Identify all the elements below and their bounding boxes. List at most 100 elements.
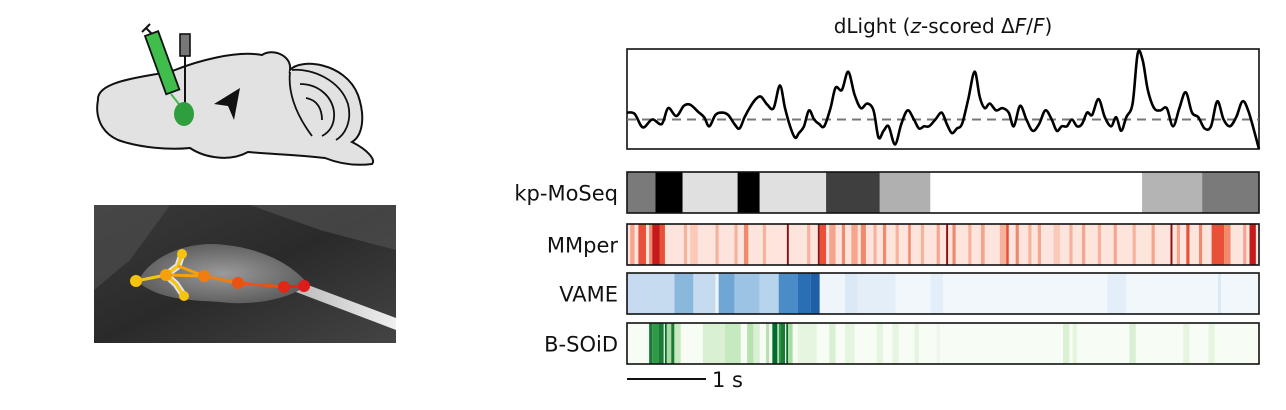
track-segment: [724, 323, 741, 364]
track-segment: [1082, 224, 1086, 265]
keypoint: [179, 291, 189, 301]
track-segment: [1015, 224, 1019, 265]
track-segment: [1113, 224, 1117, 265]
track-label: MMper: [547, 234, 618, 258]
track-segment: [693, 273, 716, 314]
track-segment: [1186, 224, 1190, 265]
track-segment: [630, 224, 635, 265]
dlight-panel: dLight (z-scored ΔF/F): [626, 14, 1261, 150]
track-segment: [674, 273, 694, 314]
track-segment: [807, 224, 811, 265]
track-segment: [759, 172, 827, 213]
track-segment: [715, 224, 719, 265]
track-frame: [626, 223, 1260, 266]
keypoint: [298, 280, 310, 292]
track-b-soid: B-SOiD: [544, 322, 1260, 365]
optic-fiber: [179, 33, 191, 106]
track-segment: [1224, 224, 1231, 265]
track-segment: [829, 224, 836, 265]
track-segment: [1202, 172, 1259, 213]
title-z: z: [909, 14, 921, 38]
keypoint: [177, 249, 187, 259]
cerebellum-folia: [288, 68, 351, 141]
track-segment: [876, 323, 883, 364]
track-segment: [817, 224, 820, 265]
ventricle-shape: [214, 88, 240, 120]
track-label: VAME: [559, 283, 618, 307]
track-segment: [772, 323, 778, 364]
track-segment: [671, 323, 675, 364]
keypoint: [130, 275, 142, 287]
track-segment: [638, 224, 646, 265]
track-background: [627, 224, 1259, 265]
track-segment: [778, 273, 798, 314]
track-segment: [797, 273, 811, 314]
track-segment: [1132, 224, 1136, 265]
track-segment: [829, 323, 836, 364]
track-segment: [702, 323, 725, 364]
track-segment: [747, 323, 754, 364]
time-scale-bar: 1 s: [627, 368, 743, 392]
track-segment: [1028, 224, 1032, 265]
track-segment: [1053, 224, 1060, 265]
track-segment: [851, 224, 858, 265]
track-segment: [1072, 323, 1077, 364]
track-segment: [788, 323, 793, 364]
track-segment: [968, 224, 972, 265]
track-segment: [627, 273, 675, 314]
track-segment: [690, 224, 698, 265]
track-segment: [1170, 224, 1173, 265]
track-label: B-SOiD: [544, 333, 618, 357]
track-segment: [930, 172, 1143, 213]
track-segment: [819, 224, 827, 265]
track-segment: [734, 273, 760, 314]
track-segment: [1208, 323, 1215, 364]
track-segment: [1217, 273, 1222, 314]
track-segment: [766, 323, 770, 364]
track-segment: [1198, 224, 1203, 265]
track-segment: [664, 323, 667, 364]
track-segment: [682, 172, 738, 213]
track-segment: [659, 224, 665, 265]
track-segment: [914, 323, 919, 364]
track-segment: [908, 224, 911, 265]
track-segment: [1183, 323, 1190, 364]
title-slash: /: [1026, 14, 1033, 38]
track-segment: [759, 273, 779, 314]
skeleton-bone: [165, 273, 205, 278]
track-segment: [1151, 224, 1155, 265]
track-segment: [936, 224, 940, 265]
track-segment: [743, 224, 749, 265]
title-prefix: dLight (: [834, 14, 911, 38]
panel-title: dLight (z-scored ΔF/F): [834, 14, 1053, 38]
track-frame: [626, 322, 1260, 365]
keypoint: [278, 281, 290, 293]
track-segment: [826, 172, 880, 213]
title-f1: F: [1015, 14, 1027, 38]
track-segment: [737, 172, 760, 213]
brain-schematic: [96, 23, 374, 166]
track-segment: [683, 224, 688, 265]
track-segment: [946, 224, 949, 265]
keypoint: [232, 277, 244, 289]
track-segment: [1129, 323, 1136, 364]
track-segment: [762, 224, 767, 265]
track-segment: [1142, 172, 1203, 213]
track-segment: [1176, 224, 1180, 265]
track-segment: [882, 224, 887, 265]
track-segment: [819, 273, 846, 314]
track-segment: [1097, 224, 1101, 265]
keypoint: [198, 270, 210, 282]
track-segment: [810, 273, 820, 314]
track-segment: [780, 323, 785, 364]
track-segment: [1006, 224, 1009, 265]
track-segment: [920, 224, 925, 265]
track-segment: [841, 224, 846, 265]
scale-bar-label: 1 s: [712, 368, 743, 392]
track-segment: [1107, 273, 1127, 314]
track-label: kp-MoSeq: [514, 182, 618, 206]
title-mid: -scored Δ: [921, 14, 1015, 38]
track-segment: [649, 224, 653, 265]
keypoint: [160, 269, 172, 281]
